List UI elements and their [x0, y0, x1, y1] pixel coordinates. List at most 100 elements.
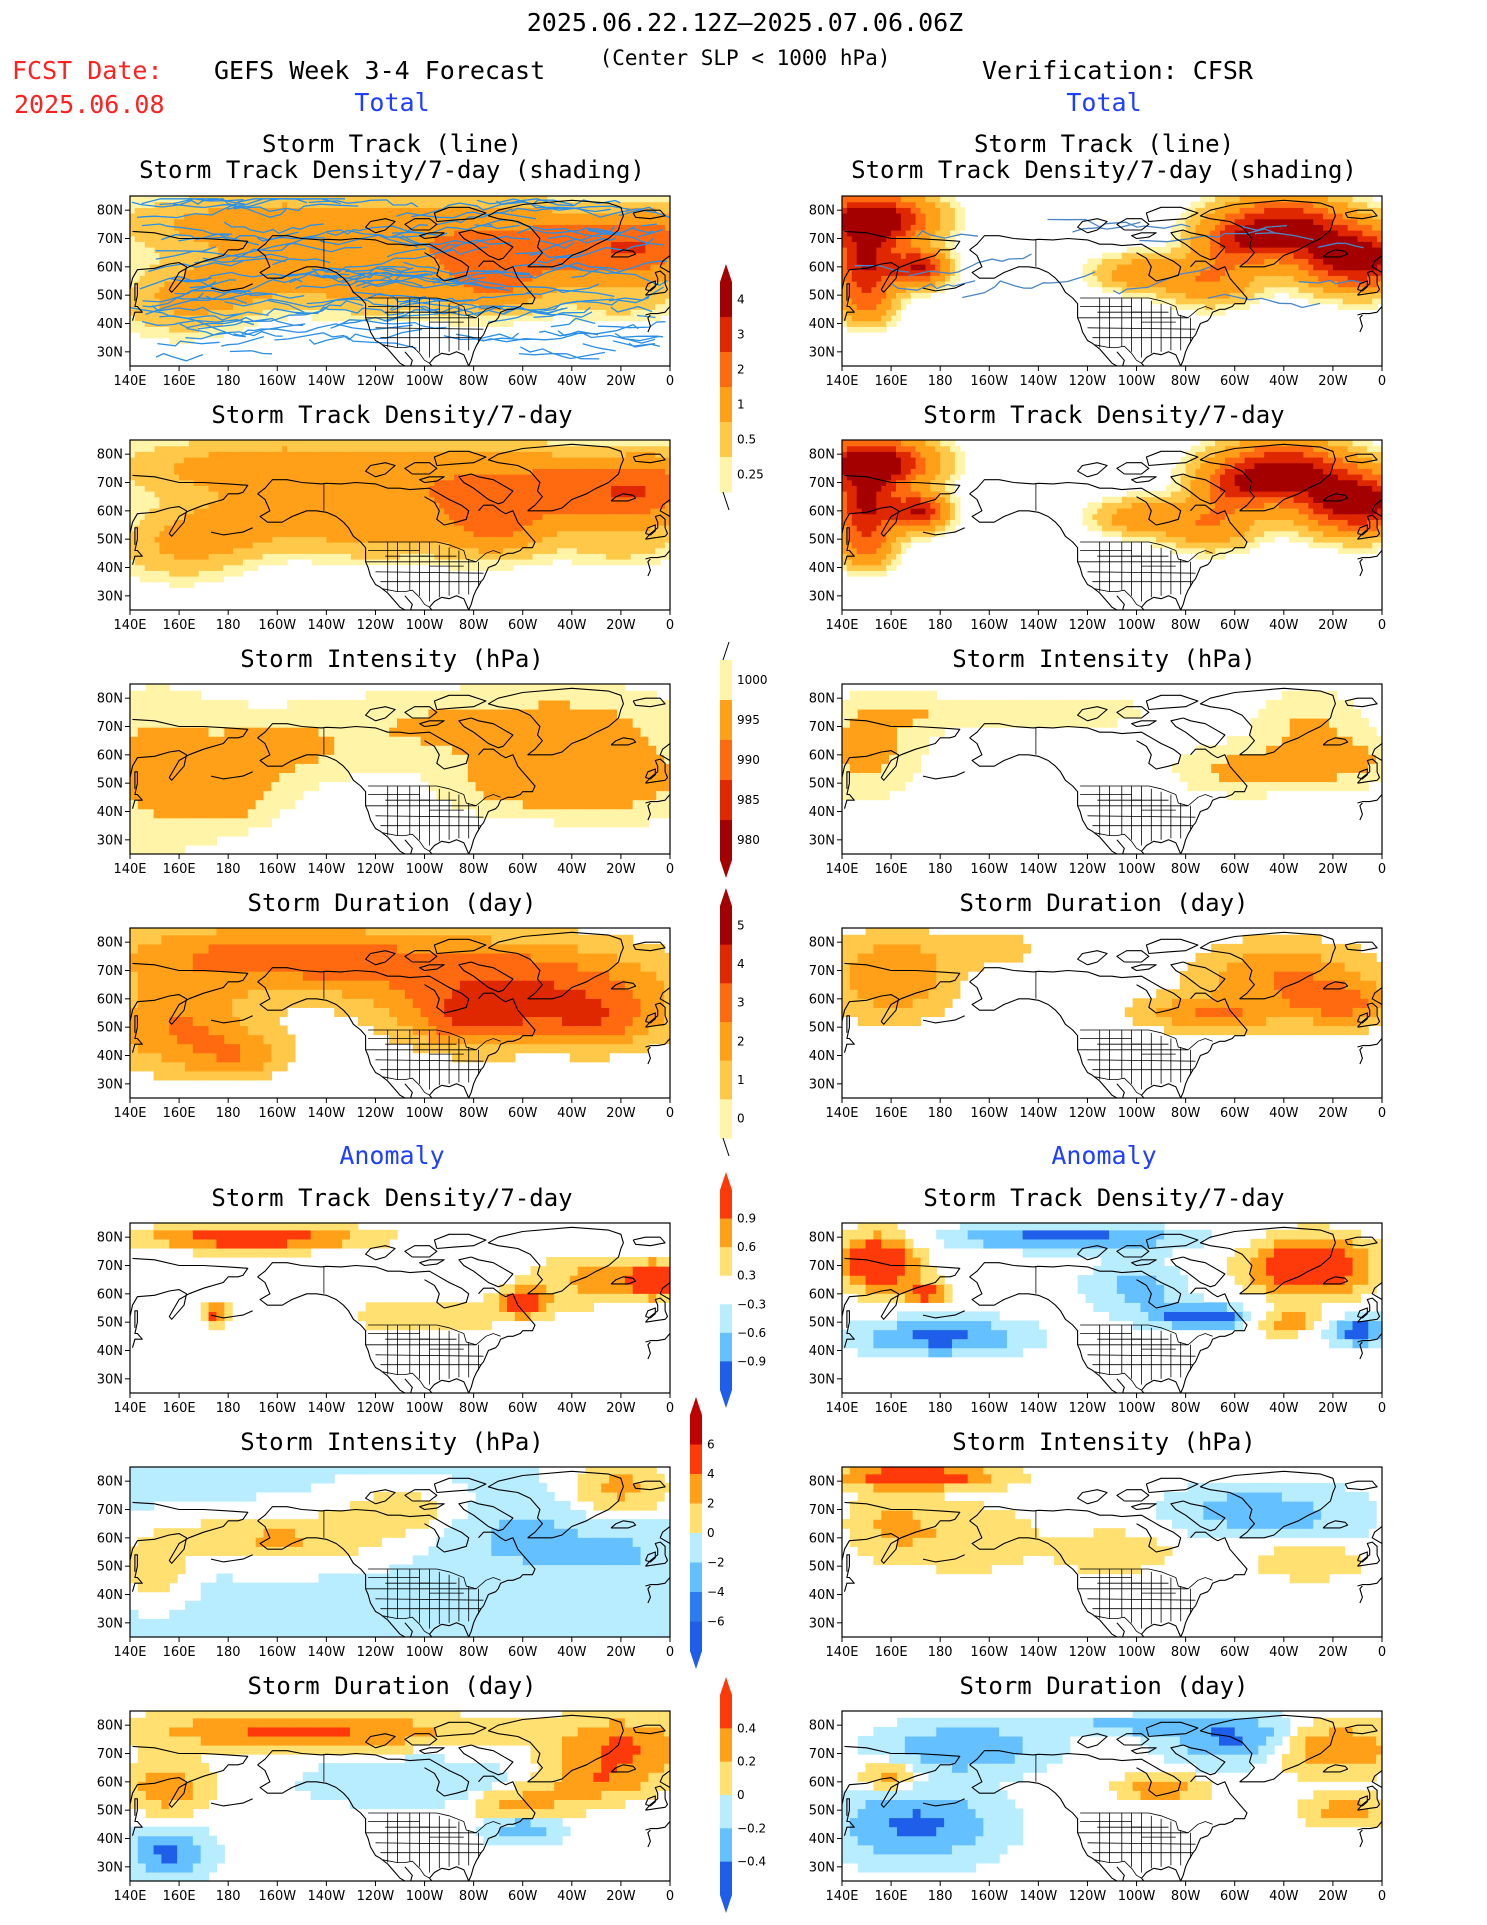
p3-lon-tick: 100W	[406, 618, 444, 633]
p11-lon-tick: 0	[666, 1645, 674, 1660]
p14-lon-tick: 60W	[1220, 1889, 1250, 1904]
p7-lon-tick: 80W	[459, 1106, 489, 1121]
p11-lon-tick: 180	[216, 1645, 241, 1660]
p12-lat-tick: 60N	[809, 1531, 835, 1546]
p3-lat-tick: 60N	[97, 504, 123, 519]
map-duration-anom-cfsr: 140E 160E 180 160W 140W 120W 100W 80W 60W 40W 20W 0…	[809, 1710, 1386, 1904]
p10-lat-tick: 60N	[809, 1287, 835, 1302]
p11-lon-tick: 100W	[406, 1645, 444, 1660]
p3-lat-tick: 50N	[97, 533, 123, 548]
p6-lat-tick: 40N	[809, 805, 835, 820]
p5-lat-tick: 40N	[97, 805, 123, 820]
p2-lon-tick: 140W	[1020, 374, 1058, 389]
p9-lat-tick: 50N	[97, 1316, 123, 1331]
map-intensity-gefs: 140E 160E 180 160W 140W 120W 100W 80W 60W 40W 20W 0…	[97, 683, 674, 877]
p3-lon-tick: 180	[216, 618, 241, 633]
p4-lon-tick: 60W	[1220, 618, 1250, 633]
cb-duration-anom-label: 0.4	[737, 1721, 756, 1735]
p1-lat-tick: 50N	[97, 289, 123, 304]
p10-lon-tick: 140W	[1020, 1401, 1058, 1416]
p12-lon-tick: 120W	[1069, 1645, 1107, 1660]
p10-lon-tick: 0	[1378, 1401, 1386, 1416]
p1-lon-tick: 40W	[557, 374, 587, 389]
p8-lon-tick: 0	[1378, 1106, 1386, 1121]
p8-lon-tick: 160E	[875, 1106, 908, 1121]
cb-intensity-label: 1000	[737, 673, 768, 687]
p4-lon-tick: 140W	[1020, 618, 1058, 633]
p5-lon-tick: 120W	[357, 862, 395, 877]
cb-density-anom-label: −0.9	[737, 1354, 766, 1368]
p12-lon-tick: 0	[1378, 1645, 1386, 1660]
p12-lat-tick: 40N	[809, 1588, 835, 1603]
p10-lat-tick: 70N	[809, 1259, 835, 1274]
p8-lat-tick: 70N	[809, 964, 835, 979]
p11-lon-tick: 120W	[357, 1645, 395, 1660]
p7-lat-tick: 40N	[97, 1049, 123, 1064]
p8-lat-tick: 50N	[809, 1021, 835, 1036]
p11-lon-tick: 80W	[459, 1645, 489, 1660]
p8-lat-tick: 60N	[809, 992, 835, 1007]
p2-lat-tick: 60N	[809, 260, 835, 275]
p2-lat-tick: 80N	[809, 204, 835, 219]
cb-density-anom-label: 0.6	[737, 1240, 756, 1254]
p8-lon-tick: 140E	[825, 1106, 858, 1121]
p3-lon-tick: 140E	[113, 618, 146, 633]
p5-lat-tick: 30N	[97, 833, 123, 848]
p2-lon-tick: 100W	[1118, 374, 1156, 389]
p9-lon-tick: 180	[216, 1401, 241, 1416]
cb-density-label: 1	[737, 398, 745, 412]
p3-lat-tick: 70N	[97, 476, 123, 491]
p5-lon-tick: 140E	[113, 862, 146, 877]
p12-lon-tick: 160W	[970, 1645, 1008, 1660]
p3-lat-tick: 30N	[97, 589, 123, 604]
p6-lon-tick: 60W	[1220, 862, 1250, 877]
p14-lat-tick: 50N	[809, 1804, 835, 1819]
p5-lat-tick: 50N	[97, 777, 123, 792]
p10-lon-tick: 20W	[1318, 1401, 1348, 1416]
title-intensity-right: Storm Intensity (hPa)	[952, 645, 1256, 673]
p4-lat-tick: 70N	[809, 476, 835, 491]
cb-density-label: 0.5	[737, 433, 756, 447]
p2-lon-tick: 80W	[1171, 374, 1201, 389]
p10-lon-tick: 80W	[1171, 1401, 1201, 1416]
p11-lon-tick: 20W	[606, 1645, 636, 1660]
p8-lon-tick: 100W	[1118, 1106, 1156, 1121]
p3-lat-tick: 40N	[97, 561, 123, 576]
p3-lon-tick: 40W	[557, 618, 587, 633]
criteria-subtitle: (Center SLP < 1000 hPa)	[599, 46, 891, 70]
p4-lon-tick: 160W	[970, 618, 1008, 633]
p6-lat-tick: 60N	[809, 748, 835, 763]
p6-lon-tick: 180	[928, 862, 953, 877]
p2-lat-tick: 30N	[809, 345, 835, 360]
p8-lon-tick: 120W	[1069, 1106, 1107, 1121]
p1-lon-tick: 140E	[113, 374, 146, 389]
p13-lon-tick: 100W	[406, 1889, 444, 1904]
p7-lon-tick: 180	[216, 1106, 241, 1121]
cb-duration-label: 2	[737, 1034, 745, 1048]
p13-lon-tick: 160W	[258, 1889, 296, 1904]
p9-lat-tick: 80N	[97, 1231, 123, 1246]
p1-lat-tick: 30N	[97, 345, 123, 360]
p12-lon-tick: 140E	[825, 1645, 858, 1660]
p6-lon-tick: 40W	[1269, 862, 1299, 877]
p10-lon-tick: 100W	[1118, 1401, 1156, 1416]
map-intensity-anom-gefs: 140E 160E 180 160W 140W 120W 100W 80W 60W 40W 20W 0…	[97, 1466, 674, 1660]
p3-lon-tick: 120W	[357, 618, 395, 633]
p13-lon-tick: 140E	[113, 1889, 146, 1904]
map-density-anom-gefs: 140E 160E 180 160W 140W 120W 100W 80W 60W 40W 20W 0…	[97, 1222, 674, 1416]
p11-lon-tick: 40W	[557, 1645, 587, 1660]
cb-intensity-anom-label: 0	[707, 1526, 715, 1540]
p9-lon-tick: 160W	[258, 1401, 296, 1416]
p2-lon-tick: 160W	[970, 374, 1008, 389]
p5-lon-tick: 100W	[406, 862, 444, 877]
p11-lat-tick: 70N	[97, 1503, 123, 1518]
p5-lon-tick: 180	[216, 862, 241, 877]
cb-density-label: 0.25	[737, 468, 764, 482]
p8-lon-tick: 60W	[1220, 1106, 1250, 1121]
cb-intensity-anom-label: −2	[707, 1556, 725, 1570]
p3-lon-tick: 160E	[163, 618, 196, 633]
title-intensity-left: Storm Intensity (hPa)	[240, 645, 544, 673]
p9-lon-tick: 120W	[357, 1401, 395, 1416]
p3-lon-tick: 20W	[606, 618, 636, 633]
p9-lat-tick: 30N	[97, 1372, 123, 1387]
